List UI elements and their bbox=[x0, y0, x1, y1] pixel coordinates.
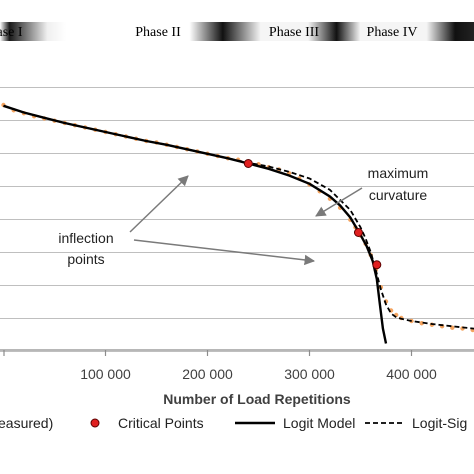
legend-label-logit-sig: Logit-Sig bbox=[412, 415, 467, 431]
phase-label-4: Phase IV bbox=[367, 25, 418, 40]
phase-gradient-bar bbox=[0, 22, 474, 41]
annotation-max-curvature-line2: curvature bbox=[369, 187, 428, 203]
phase-label-2: Phase II bbox=[135, 25, 181, 40]
x-axis-label: Number of Load Repetitions bbox=[163, 391, 351, 407]
annotation-max-curvature-line1: maximum bbox=[368, 165, 429, 181]
logit-model-series-line bbox=[3, 104, 388, 344]
x-tick-label: 400 000 bbox=[386, 366, 437, 382]
annotation-inflection-line1: inflection bbox=[58, 230, 113, 246]
annotation-max-curvature: maximum curvature bbox=[315, 165, 429, 217]
critical-point bbox=[372, 260, 382, 270]
phase-label-3: Phase III bbox=[269, 25, 319, 40]
legend-label-measured: easured) bbox=[0, 415, 53, 431]
x-tick-label: 100 000 bbox=[80, 366, 131, 382]
x-tick-label: 300 000 bbox=[284, 366, 335, 382]
critical-point bbox=[243, 159, 253, 168]
annotation-inflection-arrow-2 bbox=[133, 239, 316, 266]
legend-label-critical: Critical Points bbox=[118, 415, 204, 431]
legend: easured) Critical Points Logit Model Logit-… bbox=[0, 415, 467, 431]
critical-point bbox=[353, 228, 363, 237]
legend-marker-critical bbox=[90, 418, 100, 428]
annotation-max-curvature-arrow bbox=[315, 187, 363, 217]
legend-label-logit: Logit Model bbox=[283, 415, 355, 431]
gridlines bbox=[0, 87, 474, 352]
annotation-inflection-line2: points bbox=[67, 251, 104, 267]
x-tick-label: 200 000 bbox=[182, 366, 233, 382]
critical-points-series bbox=[243, 159, 382, 270]
phase-label-1: hase I bbox=[0, 25, 23, 40]
phase-band: hase I Phase II Phase III Phase IV bbox=[0, 22, 474, 41]
annotation-inflection-arrow-1 bbox=[129, 175, 189, 233]
annotation-inflection: inflection points bbox=[58, 175, 316, 267]
